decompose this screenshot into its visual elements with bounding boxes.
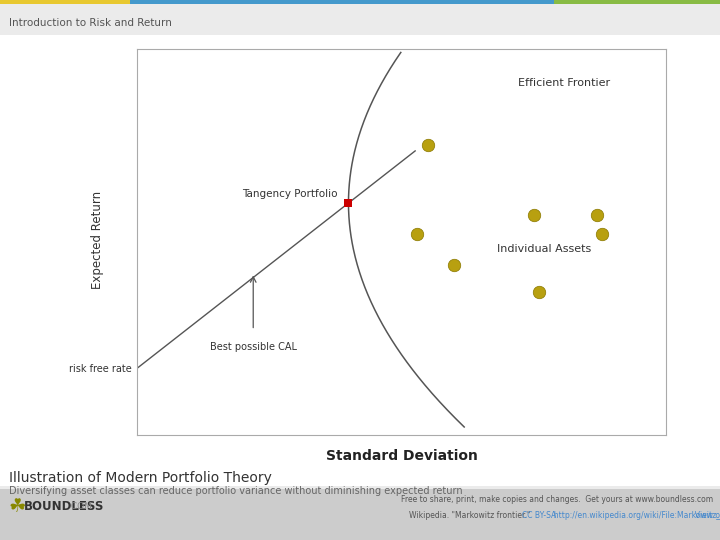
Text: CC BY-SA: CC BY-SA	[522, 511, 557, 520]
Text: Wikipedia. "Markowitz frontier.": Wikipedia. "Markowitz frontier."	[409, 511, 535, 520]
Text: ☘: ☘	[9, 497, 26, 516]
Text: .COM: .COM	[68, 502, 92, 511]
Text: Best possible CAL: Best possible CAL	[210, 342, 297, 352]
Text: BOUNDLESS: BOUNDLESS	[24, 500, 104, 513]
Text: Standard Deviation: Standard Deviation	[326, 449, 477, 463]
Text: Illustration of Modern Portfolio Theory: Illustration of Modern Portfolio Theory	[9, 471, 271, 485]
Text: Free to share, print, make copies and changes.  Get yours at www.boundless.com: Free to share, print, make copies and ch…	[400, 495, 713, 504]
Text: Introduction to Risk and Return: Introduction to Risk and Return	[9, 18, 171, 28]
Text: Efficient Frontier: Efficient Frontier	[518, 78, 610, 89]
Text: Individual Assets: Individual Assets	[497, 245, 591, 254]
Text: risk free rate: risk free rate	[68, 364, 132, 374]
Text: Diversifying asset classes can reduce portfolio variance without diminishing exp: Diversifying asset classes can reduce po…	[9, 486, 462, 496]
Text: Expected Return: Expected Return	[91, 191, 104, 289]
Text: Tangency Portfolio: Tangency Portfolio	[243, 189, 338, 199]
Text: http://en.wikipedia.org/wiki/File:Markowitz_frontier.jpg: http://en.wikipedia.org/wiki/File:Markow…	[549, 511, 720, 520]
Y-axis label: Expected Return: Expected Return	[0, 539, 1, 540]
Text: View on Boundless.com: View on Boundless.com	[690, 511, 720, 520]
